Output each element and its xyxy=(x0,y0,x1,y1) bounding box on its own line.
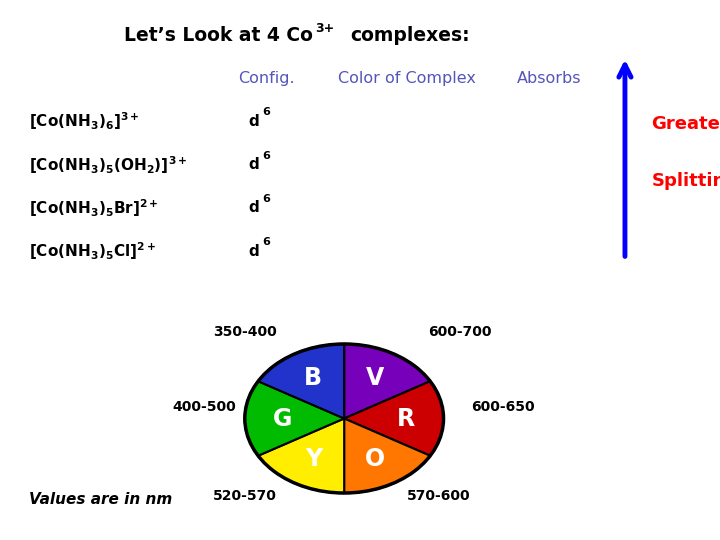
Text: R: R xyxy=(397,407,415,430)
Text: G: G xyxy=(273,407,292,430)
Text: 600-650: 600-650 xyxy=(472,400,535,414)
Text: 400-500: 400-500 xyxy=(172,400,236,414)
Text: 3+: 3+ xyxy=(315,22,335,35)
Text: $\mathbf{[Co(NH_3)_5Cl]^{2+}}$: $\mathbf{[Co(NH_3)_5Cl]^{2+}}$ xyxy=(29,240,156,262)
Text: O: O xyxy=(365,447,385,470)
Text: Config.: Config. xyxy=(238,71,294,86)
Text: 6: 6 xyxy=(262,151,270,160)
Text: Let’s Look at 4 Co: Let’s Look at 4 Co xyxy=(125,25,313,45)
Text: Greater: Greater xyxy=(652,115,720,133)
Text: V: V xyxy=(366,367,384,390)
Text: Values are in nm: Values are in nm xyxy=(29,492,172,507)
Wedge shape xyxy=(344,344,431,418)
Wedge shape xyxy=(344,418,431,493)
Text: $\mathbf{[Co(NH_3)_5Br]^{2+}}$: $\mathbf{[Co(NH_3)_5Br]^{2+}}$ xyxy=(29,197,158,219)
Text: 570-600: 570-600 xyxy=(407,489,470,503)
Text: Y: Y xyxy=(305,447,322,470)
Wedge shape xyxy=(258,344,344,418)
Text: 600-700: 600-700 xyxy=(428,325,492,339)
Text: $\mathbf{[Co(NH_3)_6]^{3+}}$: $\mathbf{[Co(NH_3)_6]^{3+}}$ xyxy=(29,111,140,132)
Text: Absorbs: Absorbs xyxy=(516,71,581,86)
Text: 520-570: 520-570 xyxy=(213,489,277,503)
Text: 350-400: 350-400 xyxy=(213,325,277,339)
Text: 6: 6 xyxy=(262,194,270,204)
Wedge shape xyxy=(344,381,444,456)
Wedge shape xyxy=(258,418,344,493)
Wedge shape xyxy=(245,381,344,456)
Text: d: d xyxy=(248,114,259,129)
Text: complexes:: complexes: xyxy=(351,25,470,45)
Text: d: d xyxy=(248,244,259,259)
Text: Color of Complex: Color of Complex xyxy=(338,71,476,86)
Text: d: d xyxy=(248,200,259,215)
Text: d: d xyxy=(248,157,259,172)
Text: B: B xyxy=(305,367,323,390)
Text: 6: 6 xyxy=(262,107,270,117)
Text: 6: 6 xyxy=(262,237,270,247)
Text: $\mathbf{[Co(NH_3)_5(OH_2)]^{3+}}$: $\mathbf{[Co(NH_3)_5(OH_2)]^{3+}}$ xyxy=(29,154,187,176)
Text: Splitting: Splitting xyxy=(652,172,720,190)
